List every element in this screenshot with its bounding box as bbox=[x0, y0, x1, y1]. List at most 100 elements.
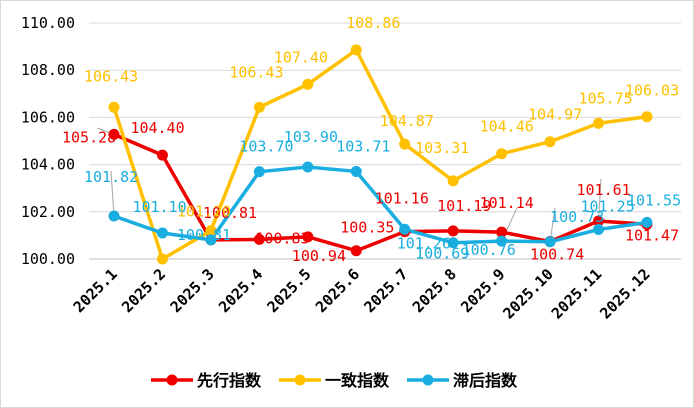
data-label: 101.16 bbox=[375, 190, 429, 208]
legend-label: 滞后指数 bbox=[453, 371, 518, 390]
data-label: 108.86 bbox=[346, 14, 400, 32]
data-label: 100.81 bbox=[203, 204, 257, 222]
data-point bbox=[496, 235, 508, 247]
y-axis-tick-labels: 100.00 102.00 104.00 106.00 108.00 110.00 bbox=[21, 14, 75, 268]
data-point bbox=[108, 210, 120, 222]
data-label: 100.83 bbox=[255, 229, 309, 247]
y-tick-label: 102.00 bbox=[21, 203, 75, 221]
x-tick-label: 2025.5 bbox=[264, 265, 315, 316]
data-label: 106.03 bbox=[625, 82, 679, 100]
data-point bbox=[447, 237, 459, 249]
data-point bbox=[593, 224, 604, 235]
data-label: 101.14 bbox=[480, 194, 534, 212]
data-label: 100.74 bbox=[530, 246, 584, 264]
data-point bbox=[156, 253, 168, 265]
data-point bbox=[302, 231, 314, 243]
data-point bbox=[350, 165, 362, 177]
legend: 先行指数 一致指数 滞后指数 bbox=[151, 371, 518, 390]
data-label: 104.97 bbox=[528, 106, 582, 124]
data-label: 103.31 bbox=[415, 139, 469, 157]
data-label: 101.26 bbox=[397, 234, 451, 252]
legend-marker bbox=[422, 374, 434, 386]
leader-line bbox=[110, 170, 115, 217]
data-label: 103.71 bbox=[336, 137, 390, 155]
data-point bbox=[447, 225, 459, 237]
data-label: 101.82 bbox=[84, 168, 138, 186]
data-point bbox=[108, 128, 120, 140]
series-line bbox=[112, 48, 649, 261]
data-label: 101.10 bbox=[132, 198, 186, 216]
data-point bbox=[399, 138, 411, 150]
data-point bbox=[593, 215, 604, 227]
data-point bbox=[108, 101, 120, 113]
data-point bbox=[544, 236, 556, 248]
data-label: 100.94 bbox=[292, 247, 346, 265]
data-label: 101.55 bbox=[627, 191, 681, 209]
y-tick-label: 108.00 bbox=[21, 61, 75, 79]
data-label: 101.47 bbox=[625, 226, 679, 244]
data-point bbox=[253, 233, 265, 245]
data-label: 101.19 bbox=[437, 197, 491, 215]
x-tick-label: 2025.6 bbox=[312, 265, 363, 316]
x-tick-label: 2025.1 bbox=[70, 265, 121, 316]
data-label: 100.73 bbox=[550, 208, 604, 226]
x-axis-tick-labels: 2025.12025.22025.32025.42025.52025.62025… bbox=[70, 265, 654, 322]
data-label: 104.46 bbox=[480, 118, 534, 136]
series-lines bbox=[112, 48, 649, 261]
grid-lines bbox=[89, 22, 681, 213]
data-label: 106.43 bbox=[229, 63, 283, 81]
data-label: 100.81 bbox=[177, 226, 231, 244]
data-point bbox=[205, 234, 217, 246]
y-tick-label: 104.00 bbox=[21, 156, 75, 174]
data-point bbox=[544, 136, 556, 148]
data-point bbox=[253, 166, 265, 178]
data-point bbox=[302, 78, 314, 90]
data-label: 103.90 bbox=[284, 128, 338, 146]
data-point bbox=[641, 111, 653, 123]
data-label: 100.76 bbox=[462, 241, 516, 259]
y-tick-label: 106.00 bbox=[21, 108, 75, 126]
x-tick-label: 2025.8 bbox=[409, 265, 460, 316]
data-label: 106.43 bbox=[84, 67, 138, 85]
data-point bbox=[350, 44, 362, 56]
y-tick-label: 100.00 bbox=[21, 250, 75, 268]
legend-label: 先行指数 bbox=[197, 371, 262, 390]
x-tick-label: 2025.11 bbox=[548, 265, 605, 322]
data-point bbox=[302, 161, 314, 173]
data-label: 105.28 bbox=[62, 128, 116, 146]
data-point bbox=[641, 216, 653, 228]
data-point bbox=[156, 227, 168, 239]
legend-label: 一致指数 bbox=[325, 371, 390, 390]
data-label: 100.35 bbox=[340, 219, 394, 237]
x-tick-label: 2025.2 bbox=[118, 265, 169, 316]
x-tick-label: 2025.3 bbox=[167, 265, 218, 316]
y-tick-label: 110.00 bbox=[21, 14, 75, 32]
data-labels: 105.28104.40100.81100.83100.94100.35101.… bbox=[62, 14, 681, 265]
data-label: 100.69 bbox=[415, 245, 469, 263]
data-label: 101.20 bbox=[177, 203, 231, 221]
data-point bbox=[496, 226, 508, 238]
x-tick-label: 2025.4 bbox=[215, 265, 266, 316]
legend-marker bbox=[294, 374, 306, 386]
data-point bbox=[350, 245, 362, 257]
data-label: 104.40 bbox=[130, 119, 184, 137]
data-label: 107.40 bbox=[274, 48, 328, 66]
data-label: 104.87 bbox=[380, 112, 434, 130]
x-tick-label: 2025.10 bbox=[499, 265, 556, 322]
legend-marker bbox=[166, 374, 178, 386]
data-label: 101.61 bbox=[577, 181, 631, 199]
data-point bbox=[496, 148, 508, 160]
data-point bbox=[156, 149, 168, 161]
data-point bbox=[205, 225, 217, 237]
series-line bbox=[112, 165, 649, 245]
data-point bbox=[447, 175, 459, 187]
series-points bbox=[108, 44, 653, 265]
data-label: 105.75 bbox=[579, 89, 633, 107]
x-tick-label: 2025.7 bbox=[360, 265, 411, 316]
data-point bbox=[253, 101, 265, 113]
leader-line bbox=[598, 178, 602, 222]
data-label: 101.25 bbox=[581, 198, 635, 216]
data-point bbox=[593, 117, 604, 129]
